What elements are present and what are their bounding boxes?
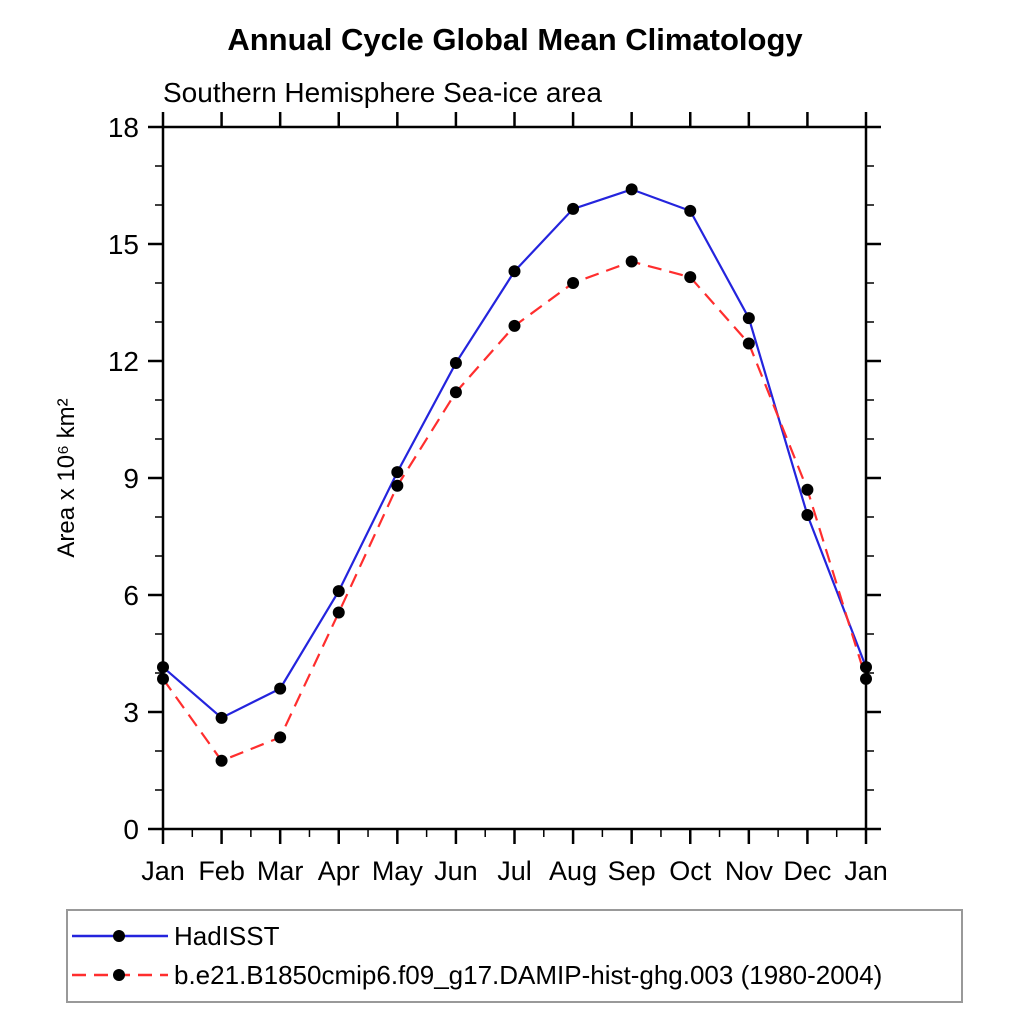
data-point-model	[801, 483, 814, 496]
x-tick-label: Feb	[198, 856, 245, 886]
legend-border	[66, 909, 963, 1003]
data-point-hadisst	[625, 183, 638, 196]
data-point-model	[332, 606, 345, 619]
data-point-model	[508, 319, 521, 332]
legend-label-hadisst: HadISST	[174, 921, 280, 951]
data-point-model	[625, 255, 638, 268]
y-axis-label: Area x 10⁶ km²	[53, 398, 80, 557]
chart-title: Annual Cycle Global Mean Climatology	[227, 22, 803, 57]
data-point-hadisst	[860, 661, 872, 674]
data-point-model	[274, 731, 287, 744]
plot-frame	[161, 125, 868, 831]
legend-box: HadISST b.e21.B1850cmip6.f09_g17.DAMIP-h…	[66, 909, 963, 1003]
series-line-model	[162, 260, 868, 763]
data-point-hadisst	[742, 312, 755, 325]
data-point-model	[449, 386, 462, 399]
x-tick-label: Sep	[608, 856, 656, 886]
data-point-hadisst	[508, 265, 521, 278]
data-point-model	[860, 672, 872, 685]
x-tick-label: Nov	[725, 856, 774, 886]
x-tick-label: Aug	[549, 856, 597, 886]
data-point-model	[215, 754, 228, 767]
data-point-hadisst	[449, 356, 462, 369]
data-point-hadisst	[801, 509, 814, 522]
y-tick-label: 3	[123, 697, 139, 728]
data-point-model	[684, 271, 697, 284]
x-tick-label: May	[372, 856, 424, 886]
y-tick-label: 12	[108, 346, 139, 377]
y-tick-label: 15	[108, 229, 139, 260]
series-layer	[157, 183, 872, 767]
data-point-model	[391, 479, 404, 492]
data-point-hadisst	[332, 585, 345, 598]
x-tick-label: Mar	[257, 856, 304, 886]
data-point-hadisst	[391, 466, 404, 479]
x-tick-label: Apr	[318, 856, 360, 886]
legend-marker-hadisst	[113, 930, 125, 942]
data-point-model	[567, 277, 580, 289]
x-tick-label: Jan	[844, 856, 888, 886]
x-tick-label: Oct	[669, 856, 712, 886]
data-point-hadisst	[684, 204, 697, 217]
x-tick-label: Jul	[497, 856, 532, 886]
x-tick-label: Jun	[434, 856, 478, 886]
y-tick-label: 0	[123, 814, 139, 845]
y-tick-label: 6	[123, 580, 139, 611]
data-point-hadisst	[215, 711, 228, 724]
data-point-hadisst	[157, 661, 169, 674]
y-tick-label: 18	[108, 112, 139, 143]
data-point-hadisst	[274, 682, 287, 695]
data-point-model	[742, 337, 755, 350]
y-tick-label: 9	[123, 463, 139, 494]
legend-marker-model	[113, 969, 125, 981]
data-point-hadisst	[567, 202, 580, 215]
x-tick-label: Dec	[783, 856, 831, 886]
legend-label-model: b.e21.B1850cmip6.f09_g17.DAMIP-hist-ghg.…	[174, 960, 882, 990]
axes-layer: 0 3 6 9 12 15 18 Jan Feb Mar Apr May Jun Jul Aug Sep Oct…	[108, 112, 888, 886]
x-tick-label: Jan	[141, 856, 185, 886]
chart-subtitle: Southern Hemisphere Sea-ice area	[163, 77, 602, 108]
data-point-model	[157, 672, 169, 685]
